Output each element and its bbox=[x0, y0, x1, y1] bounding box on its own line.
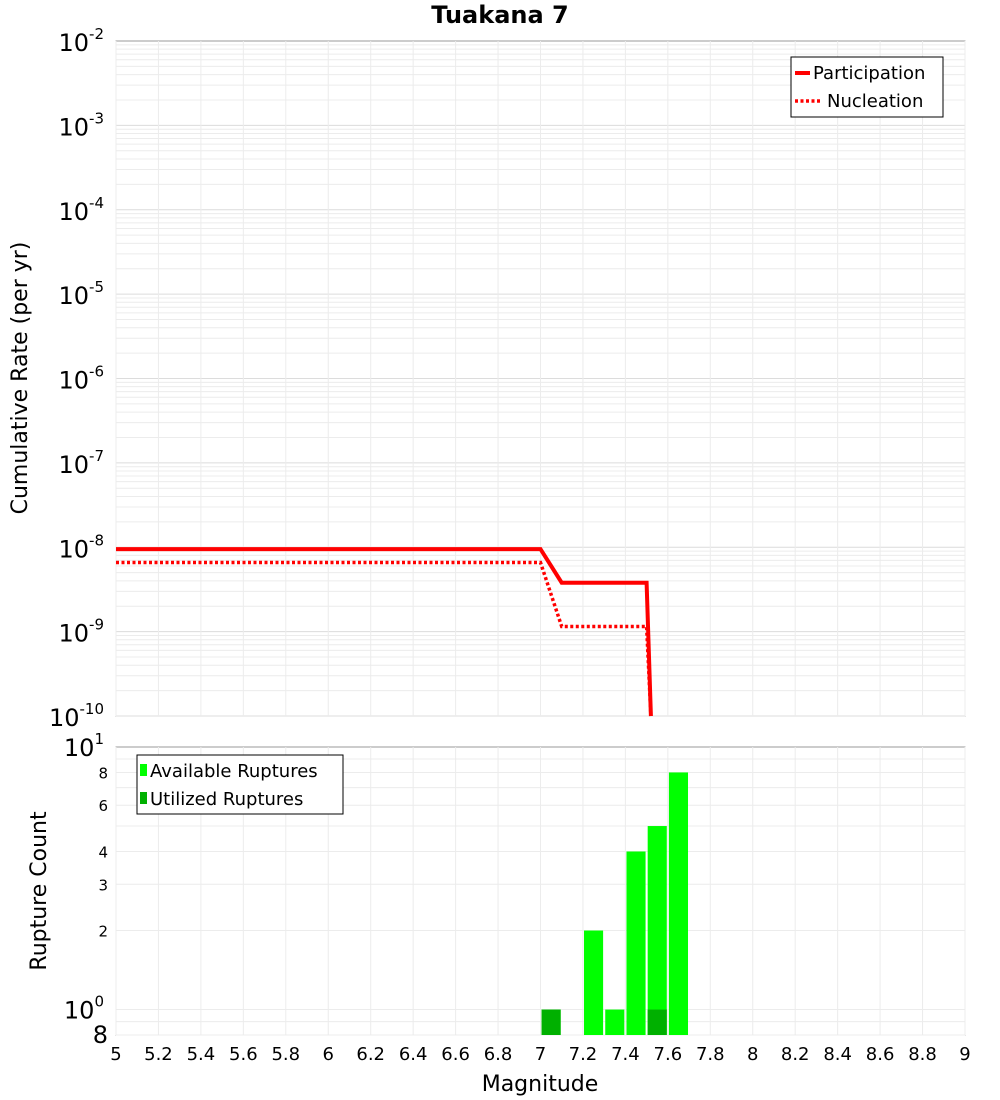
count-y-tick-label: 6 bbox=[98, 797, 108, 815]
rate-y-tick-label: 10-4 bbox=[58, 194, 104, 226]
rate-y-tick-label: 10-2 bbox=[58, 25, 104, 57]
x-tick-label: 8.4 bbox=[823, 1044, 852, 1065]
x-tick-label: 7.2 bbox=[569, 1044, 598, 1065]
nucleation-legend-label: Nucleation bbox=[827, 91, 923, 112]
count-bars bbox=[541, 772, 689, 1035]
available-ruptures-bar bbox=[584, 930, 604, 1035]
x-tick-label: 9 bbox=[959, 1044, 970, 1065]
utilized-ruptures-bar bbox=[647, 1009, 667, 1035]
rate-y-ticks: 10-2 10-3 10-4 10-5 10-6 10-7 10-8 10-9 10-10 bbox=[49, 25, 104, 732]
rate-legend-box bbox=[790, 56, 944, 118]
utilized-ruptures-bar bbox=[541, 1009, 561, 1035]
x-tick-label: 8.6 bbox=[866, 1044, 895, 1065]
available-ruptures-bar bbox=[668, 772, 689, 1035]
count-y-major-tick-label: 8 bbox=[93, 1021, 108, 1049]
available-ruptures-bar bbox=[626, 851, 646, 1035]
utilized-legend-swatch bbox=[140, 792, 147, 804]
rate-y-tick-label: 10-5 bbox=[58, 278, 104, 310]
x-tick-label: 8.2 bbox=[781, 1044, 810, 1065]
x-tick-label: 8 bbox=[747, 1044, 758, 1065]
x-axis-label: Magnitude bbox=[482, 1072, 599, 1097]
x-tick-label: 7.6 bbox=[654, 1044, 683, 1065]
x-tick-label: 7.4 bbox=[611, 1044, 640, 1065]
rate-plot: 10-2 10-3 10-4 10-5 10-6 10-7 10-8 10-9 10-10 Cu… bbox=[8, 25, 966, 732]
rate-y-tick-label: 10-8 bbox=[58, 531, 104, 563]
x-tick-label: 5.8 bbox=[271, 1044, 300, 1065]
rate-lines bbox=[116, 547, 653, 717]
chart-title: Tuakana 7 bbox=[431, 1, 569, 29]
rate-y-tick-label: 10-7 bbox=[58, 447, 104, 479]
x-tick-label: 6.4 bbox=[399, 1044, 428, 1065]
count-x-ticks: 5 5.2 5.4 5.6 5.8 6 6.2 6.4 6.6 6.8 7 7.2 7.4 7.6 7.8 8… bbox=[110, 1044, 970, 1065]
utilized-legend-label: Utilized Ruptures bbox=[150, 789, 303, 810]
x-tick-label: 6.2 bbox=[356, 1044, 385, 1065]
available-legend-swatch bbox=[140, 764, 147, 776]
rate-y-tick-label: 10-6 bbox=[58, 363, 104, 395]
rate-y-tick-label: 10-3 bbox=[58, 109, 104, 141]
nucleation-series-line bbox=[116, 560, 653, 717]
count-y-axis-label: Rupture Count bbox=[27, 811, 52, 971]
x-tick-label: 6.8 bbox=[484, 1044, 513, 1065]
count-legend-box bbox=[136, 754, 344, 815]
count-legend: Available Ruptures Utilized Ruptures bbox=[136, 754, 344, 815]
available-legend-label: Available Ruptures bbox=[150, 761, 318, 782]
rate-grid bbox=[115, 41, 966, 717]
count-grid bbox=[115, 747, 966, 1036]
participation-legend-label: Participation bbox=[813, 63, 925, 84]
rate-legend: Participation Nucleation bbox=[790, 56, 944, 118]
rate-y-axis-label: Cumulative Rate (per yr) bbox=[8, 242, 33, 515]
count-y-tick-label: 3 bbox=[98, 876, 108, 894]
count-y-tick-label: 2 bbox=[98, 923, 108, 941]
x-tick-label: 7 bbox=[535, 1044, 546, 1065]
x-tick-label: 8.8 bbox=[908, 1044, 937, 1065]
x-tick-label: 6.6 bbox=[441, 1044, 470, 1065]
x-tick-label: 6 bbox=[323, 1044, 334, 1065]
count-y-tick-label: 8 bbox=[98, 764, 108, 782]
available-ruptures-bar bbox=[647, 826, 667, 1035]
x-tick-label: 5 bbox=[110, 1044, 121, 1065]
count-y-major-tick-label: 100 bbox=[64, 993, 104, 1025]
x-tick-label: 7.8 bbox=[696, 1044, 725, 1065]
rate-y-tick-label: 10-10 bbox=[49, 700, 104, 732]
rate-y-tick-label: 10-9 bbox=[58, 616, 104, 648]
count-y-major-tick-label: 101 bbox=[64, 730, 104, 762]
x-tick-label: 5.6 bbox=[229, 1044, 258, 1065]
x-tick-label: 5.4 bbox=[187, 1044, 216, 1065]
x-tick-label: 5.2 bbox=[144, 1044, 173, 1065]
count-y-tick-label: 4 bbox=[98, 843, 108, 861]
available-ruptures-bar bbox=[605, 1009, 625, 1035]
